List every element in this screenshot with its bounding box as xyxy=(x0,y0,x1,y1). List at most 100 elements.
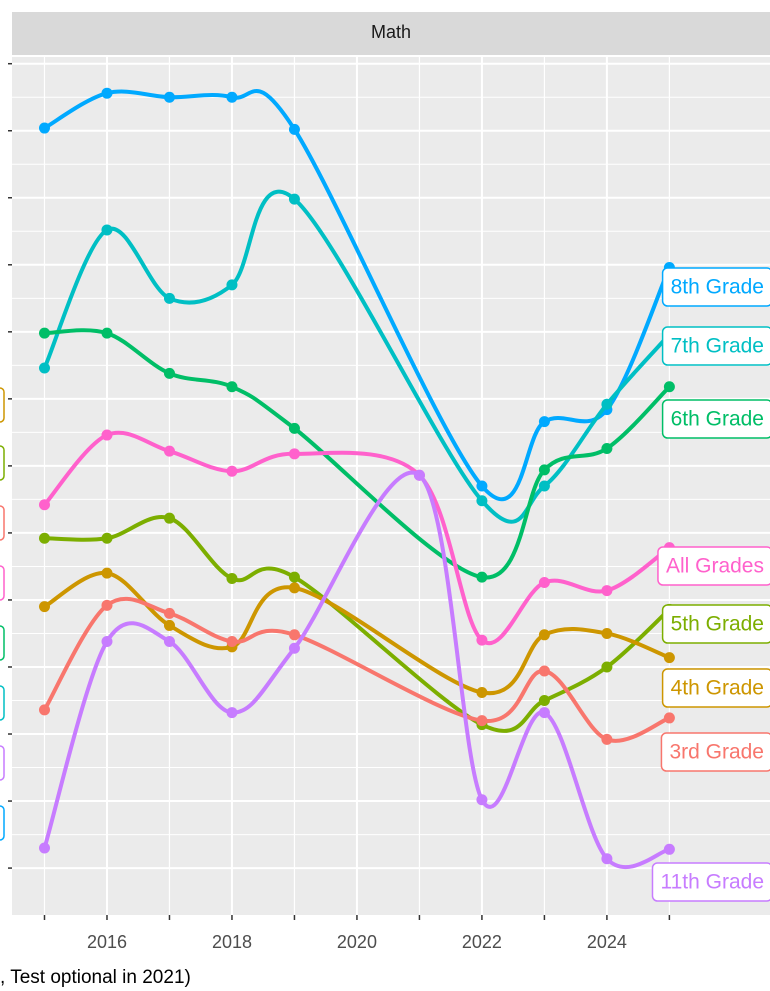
point xyxy=(538,416,550,428)
legend-key xyxy=(0,685,5,721)
series-label-box xyxy=(657,546,770,586)
series-line xyxy=(42,571,672,696)
point xyxy=(663,843,675,855)
series-line xyxy=(42,470,672,870)
point xyxy=(288,448,300,460)
point xyxy=(101,532,113,544)
point xyxy=(163,512,175,524)
legend-key xyxy=(0,445,5,481)
point xyxy=(38,842,50,854)
point xyxy=(538,707,550,719)
point xyxy=(288,582,300,594)
point xyxy=(38,601,50,613)
point xyxy=(601,627,613,639)
point xyxy=(476,634,488,646)
legend-keys xyxy=(0,387,5,841)
x-tick-label: 2022 xyxy=(462,932,502,952)
point xyxy=(226,381,238,393)
series-line xyxy=(42,89,672,502)
point xyxy=(38,499,50,511)
point xyxy=(601,398,613,410)
x-tick-label: 2016 xyxy=(87,932,127,952)
point xyxy=(663,381,675,393)
legend-key xyxy=(0,805,5,841)
point xyxy=(601,442,613,454)
point xyxy=(226,707,238,719)
point xyxy=(538,695,550,706)
series-label-box xyxy=(661,604,770,644)
point xyxy=(288,629,300,641)
legend-key xyxy=(0,505,5,541)
point xyxy=(663,652,675,664)
point xyxy=(476,571,488,583)
point xyxy=(538,665,550,677)
point xyxy=(413,469,425,481)
point xyxy=(101,567,113,579)
point xyxy=(226,465,238,477)
caption: , Test optional in 2021) xyxy=(0,967,191,988)
series-label: All Grades xyxy=(657,546,770,586)
point xyxy=(163,619,175,631)
point xyxy=(38,532,50,544)
point xyxy=(101,224,113,236)
series-label-text: 7th Grade xyxy=(671,335,764,358)
point xyxy=(288,123,300,135)
series-label-text: 11th Grade xyxy=(660,871,764,894)
point xyxy=(101,636,113,648)
series-label: 4th Grade xyxy=(661,668,770,708)
point xyxy=(288,571,300,583)
series-label-text: 8th Grade xyxy=(671,276,764,299)
x-tick-label: 2020 xyxy=(337,932,377,952)
point xyxy=(476,686,488,698)
point xyxy=(163,91,175,103)
x-tick-label: 2024 xyxy=(587,932,627,952)
point xyxy=(226,91,238,103)
point xyxy=(163,367,175,379)
series-label: 8th Grade xyxy=(661,267,770,307)
point xyxy=(476,794,488,806)
series-label: 7th Grade xyxy=(661,326,770,366)
series-label-text: 5th Grade xyxy=(671,613,764,636)
series-line xyxy=(42,596,672,743)
series-label-text: 6th Grade xyxy=(671,408,764,431)
point xyxy=(101,87,113,99)
point xyxy=(38,704,50,716)
point xyxy=(163,292,175,304)
point xyxy=(226,636,238,648)
point xyxy=(601,585,613,597)
point xyxy=(288,193,300,205)
series-label: 6th Grade xyxy=(661,399,770,439)
series-label-box xyxy=(661,267,770,307)
series-line xyxy=(42,189,672,524)
series-label: 5th Grade xyxy=(661,604,770,644)
point xyxy=(226,573,238,585)
point xyxy=(476,495,488,507)
legend-key xyxy=(0,387,5,423)
strip-title: Math xyxy=(371,22,411,42)
point xyxy=(538,629,550,641)
series-label-box xyxy=(661,668,770,708)
point xyxy=(38,122,50,134)
series-label-box xyxy=(660,732,770,772)
point xyxy=(476,480,488,492)
point xyxy=(601,661,613,673)
point xyxy=(101,599,113,611)
series-label: 3rd Grade xyxy=(660,732,770,772)
point xyxy=(288,422,300,434)
point xyxy=(538,480,550,492)
series-label: 11th Grade xyxy=(651,862,770,902)
point xyxy=(163,636,175,648)
point xyxy=(663,712,675,724)
point xyxy=(163,445,175,457)
series-line xyxy=(42,430,672,646)
point xyxy=(163,607,175,619)
legend-key xyxy=(0,625,5,661)
series-label-text: 3rd Grade xyxy=(669,741,764,764)
series-label-box xyxy=(661,399,770,439)
legend-key xyxy=(0,745,5,781)
point xyxy=(601,733,613,745)
series-label-box xyxy=(651,862,770,902)
point xyxy=(476,715,488,727)
point xyxy=(38,327,50,339)
